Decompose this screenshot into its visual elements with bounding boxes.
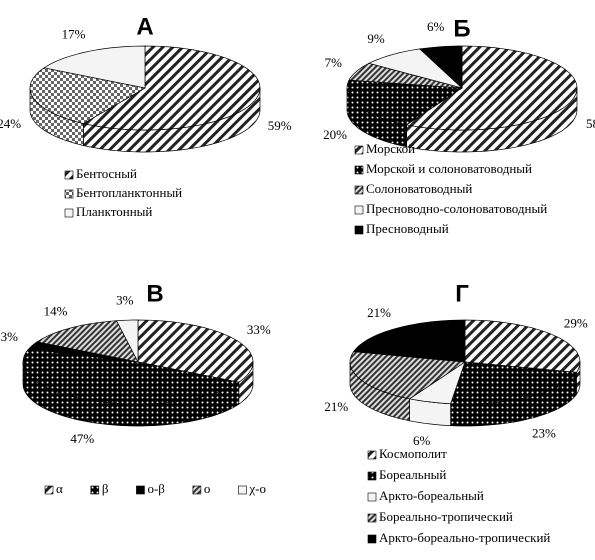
slice [115, 319, 139, 363]
legend-label: Аркто-бореально-тропический [379, 530, 550, 545]
slice [408, 361, 466, 405]
data-label: 14% [44, 304, 68, 319]
legend-swatch [354, 165, 364, 175]
legend-swatch [354, 225, 364, 235]
data-label: 17% [62, 27, 86, 42]
legend-label: Бореально-тропический [379, 509, 513, 524]
legend-swatch [354, 185, 364, 195]
legend-swatch [367, 471, 377, 481]
data-label: 29% [564, 316, 588, 331]
slice [82, 45, 261, 131]
legend-swatch [64, 189, 74, 199]
slice [348, 62, 463, 89]
slice [43, 45, 146, 89]
data-label: 3% [1, 329, 19, 344]
data-label: 6% [413, 433, 431, 448]
data-label: 6% [427, 19, 445, 34]
legend-swatch [64, 208, 74, 218]
legend-swatch [238, 485, 247, 495]
slice [418, 45, 463, 89]
legend-label: Морской и солоноватоводный [366, 161, 532, 176]
data-label: 59% [268, 118, 292, 133]
legend-label: o-β [147, 481, 165, 496]
data-label: 47% [70, 431, 94, 446]
data-label: 24% [0, 116, 21, 131]
legend-swatch [354, 145, 364, 155]
slice [346, 79, 464, 126]
legend-label: χ-o [248, 481, 266, 496]
chart-title: Б [453, 15, 470, 42]
legend-label: Бентосный [76, 166, 137, 181]
legend-swatch [64, 170, 74, 180]
data-label: 58% [586, 116, 595, 131]
legend-label: Солоноватоводный [366, 181, 472, 196]
slice [405, 45, 578, 131]
legend-label: Бентопланктонный [76, 185, 182, 200]
chart-title: В [146, 280, 163, 307]
data-label: 20% [323, 127, 347, 142]
slice [349, 351, 467, 400]
legend-swatch [44, 485, 54, 495]
legend-label: Аркто-бореальный [379, 488, 484, 503]
legend-swatch [367, 534, 377, 544]
data-label: 3% [116, 292, 134, 307]
legend-swatch [367, 492, 377, 502]
legend-label: β [102, 481, 109, 496]
legend-swatch [90, 485, 100, 495]
slice [352, 319, 466, 363]
slice [29, 67, 146, 124]
slice [22, 348, 240, 405]
data-label: 9% [367, 31, 385, 46]
legend-label: Пресноводный [366, 221, 449, 236]
legend-swatch [192, 485, 202, 495]
chart-title: Г [455, 280, 469, 307]
legend-label: Бореальный [379, 467, 446, 482]
legend-label: o [204, 481, 211, 496]
chart-title: А [136, 13, 153, 40]
data-label: 23% [532, 425, 556, 440]
data-label: 21% [324, 399, 348, 414]
legend-label: Планктонный [76, 204, 152, 219]
legend-label: Пресноводно-солоноватоводный [366, 201, 547, 216]
slice [464, 319, 581, 373]
data-label: 33% [247, 322, 271, 337]
slice [137, 319, 254, 383]
slice [367, 48, 463, 89]
legend-label: α [56, 481, 63, 496]
legend-swatch [136, 485, 145, 495]
legend-label: Морской [366, 141, 415, 156]
legend-swatch [367, 450, 377, 460]
slice [36, 320, 139, 363]
legend-swatch [354, 205, 364, 215]
slice [450, 361, 578, 405]
legend-swatch [367, 513, 377, 523]
data-label: 7% [325, 55, 343, 70]
legend-label: Космополит [379, 446, 447, 461]
data-label: 21% [367, 305, 391, 320]
